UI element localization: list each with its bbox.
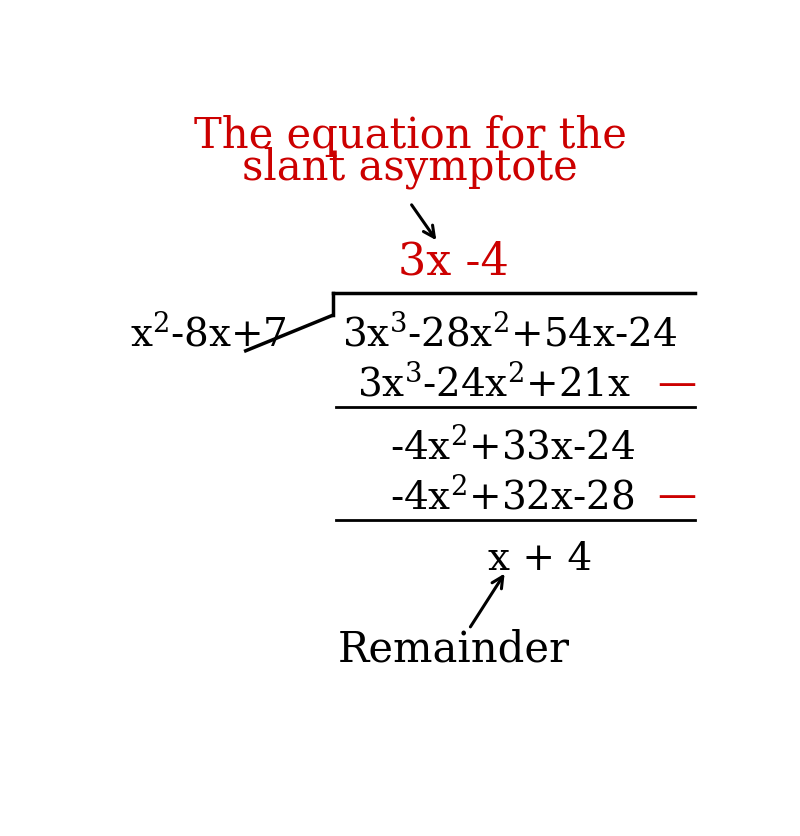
Text: $\mathregular{3x^3}$-28$\mathregular{x^2}$+54x-24: $\mathregular{3x^3}$-28$\mathregular{x^2…	[342, 314, 677, 353]
Text: The equation for the: The equation for the	[194, 115, 626, 156]
Text: $\mathregular{x^2}$-8x+7: $\mathregular{x^2}$-8x+7	[130, 314, 287, 353]
Text: -4$\mathregular{x^2}$+33x-24: -4$\mathregular{x^2}$+33x-24	[390, 427, 635, 466]
Text: slant asymptote: slant asymptote	[242, 146, 578, 189]
Text: —: —	[657, 365, 696, 402]
Text: Remainder: Remainder	[338, 628, 570, 670]
Text: $\mathregular{3x^3}$-24$\mathregular{x^2}$+21x: $\mathregular{3x^3}$-24$\mathregular{x^2…	[357, 364, 630, 403]
Text: -4$\mathregular{x^2}$+32x-28: -4$\mathregular{x^2}$+32x-28	[390, 477, 634, 516]
Text: 3x -4: 3x -4	[398, 240, 509, 283]
Text: x + 4: x + 4	[488, 540, 592, 577]
Text: —: —	[657, 477, 696, 515]
